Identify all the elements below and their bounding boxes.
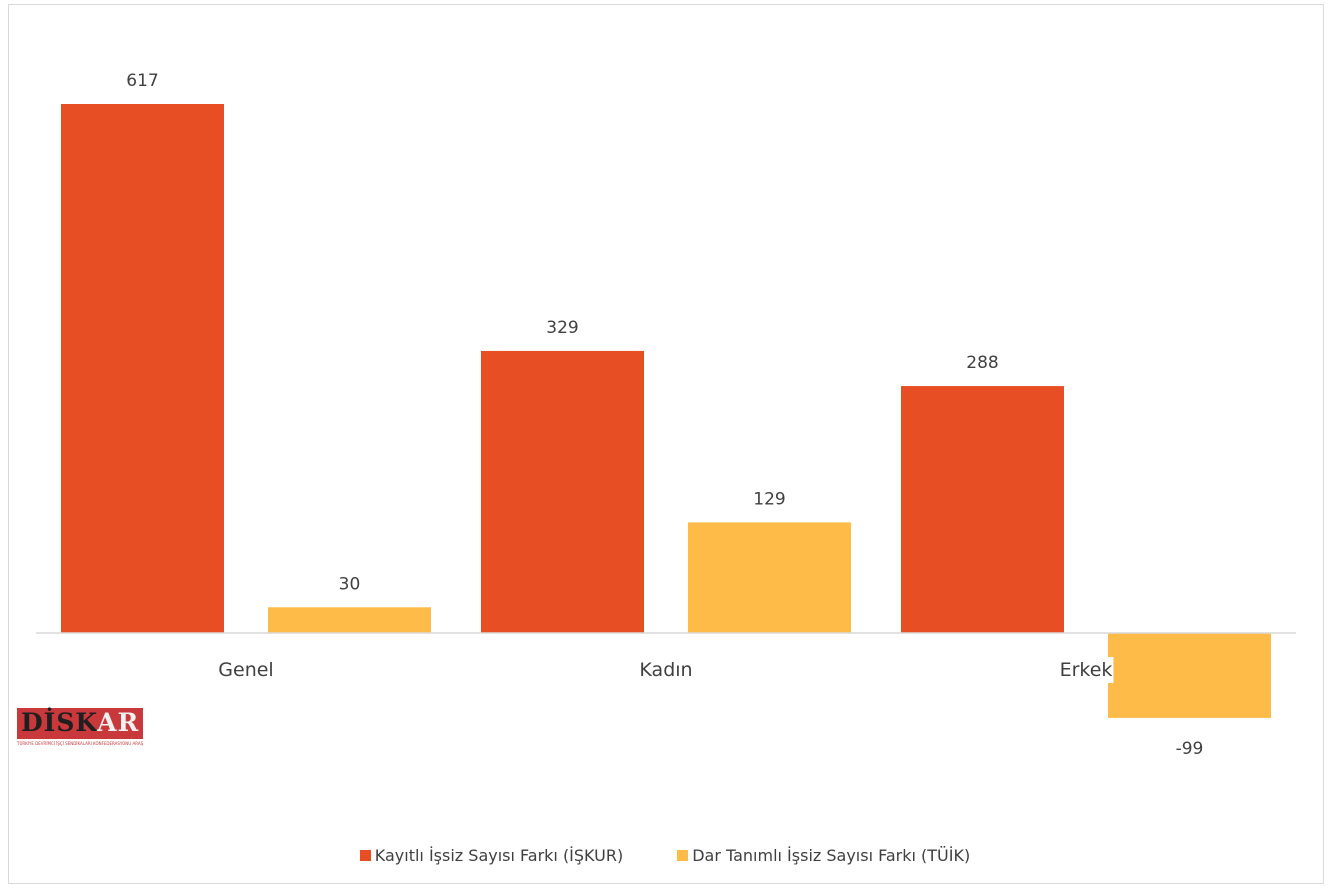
logo-subtitle: TÜRKİYE DEVRİMCİ İŞÇİ SENDİKALARI KONFED… (17, 739, 143, 748)
data-label-tuik-kadin: 129 (753, 489, 785, 509)
labels-layer: 617 30 Genel 329 129 Kadın 288 -99 Erkek (126, 71, 1203, 759)
data-label-iskur-erkek: 288 (966, 353, 998, 373)
bar-tuik-kadin (688, 522, 851, 633)
data-label-iskur-genel: 617 (126, 71, 158, 91)
data-label-iskur-kadin: 329 (546, 318, 578, 338)
bar-iskur-kadin (481, 350, 644, 633)
data-label-tuik-erkek: -99 (1176, 739, 1204, 759)
legend-swatch-tuik (677, 850, 689, 861)
chart-frame (8, 4, 1324, 884)
legend-label-iskur: Kayıtlı İşsiz Sayısı Farkı (İŞKUR) (374, 846, 624, 865)
bar-tuik-genel (268, 607, 431, 633)
diskar-logo: DİSKAR TÜRKİYE DEVRİMCİ İŞÇİ SENDİKALARI… (17, 708, 143, 748)
legend-label-tuik: Dar Tanımlı İşsiz Sayısı Farkı (TÜİK) (692, 846, 971, 865)
bar-tuik-erkek (1108, 633, 1271, 718)
bar-iskur-erkek (901, 386, 1064, 633)
chart-legend: Kayıtlı İşsiz Sayısı Farkı (İŞKUR) Dar T… (0, 846, 1330, 865)
category-label-genel: Genel (218, 659, 273, 681)
legend-item-iskur: Kayıtlı İşsiz Sayısı Farkı (İŞKUR) (359, 846, 624, 865)
data-label-tuik-genel: 30 (339, 574, 361, 594)
legend-item-tuik: Dar Tanımlı İşsiz Sayısı Farkı (TÜİK) (677, 846, 970, 865)
category-label-erkek: Erkek (1060, 659, 1113, 681)
logo-wordmark: DİSKAR (21, 709, 139, 737)
logo-text-dark: DİSK (21, 708, 98, 737)
bars-layer (61, 104, 1271, 718)
bar-iskur-genel (61, 104, 224, 633)
legend-swatch-iskur (359, 850, 371, 861)
category-label-kadin: Kadın (639, 659, 692, 681)
category-label-backing (1058, 657, 1114, 683)
logo-text-light: AR (97, 708, 140, 737)
